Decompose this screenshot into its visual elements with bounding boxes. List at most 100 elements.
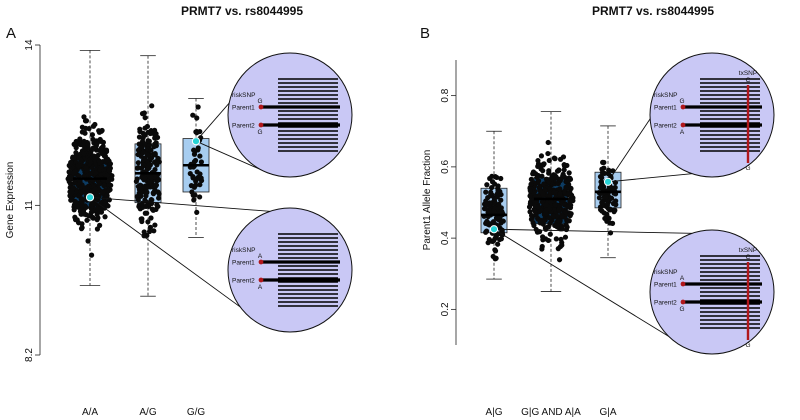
- risk-allele-bottom: A: [680, 129, 685, 136]
- data-point: [148, 147, 154, 153]
- data-point: [149, 103, 155, 109]
- data-point: [567, 213, 573, 219]
- panel-a-plot: A/A A/G G/GriskSNPGParent1Parent2GriskSNPA…: [65, 49, 353, 418]
- data-point: [191, 151, 198, 157]
- txsnp-label: txSNP: [739, 70, 757, 77]
- data-point: [528, 176, 534, 182]
- data-point: [500, 218, 506, 224]
- data-point: [78, 157, 84, 163]
- data-point: [532, 208, 538, 215]
- data-point: [78, 184, 84, 190]
- data-point: [551, 190, 557, 196]
- data-point: [67, 174, 74, 180]
- inset-connector: [607, 173, 692, 183]
- data-point: [613, 202, 619, 208]
- data-point: [566, 170, 572, 176]
- data-point: [102, 214, 108, 220]
- data-point: [80, 209, 87, 215]
- data-point: [103, 158, 109, 164]
- data-point: [147, 179, 153, 185]
- data-point: [71, 141, 77, 147]
- data-point: [73, 203, 80, 209]
- data-point: [194, 209, 200, 215]
- risk-allele-top: A: [258, 253, 263, 260]
- data-point: [498, 236, 504, 242]
- data-point: [603, 194, 609, 200]
- x-category-label: A/A: [82, 407, 98, 418]
- data-point: [559, 242, 565, 248]
- data-point: [484, 182, 490, 188]
- panel-a-y-axis: 8.2 11 14: [24, 39, 40, 362]
- data-point: [144, 210, 150, 216]
- data-point: [154, 134, 161, 141]
- x-category-label: G/G: [187, 407, 206, 418]
- data-point: [197, 153, 203, 159]
- data-point: [561, 167, 567, 173]
- data-point: [530, 169, 537, 175]
- data-point: [527, 201, 533, 207]
- data-point: [193, 182, 199, 188]
- panel-b-y-axis: 0.2 0.4 0.6 0.8: [440, 88, 456, 316]
- data-point: [608, 195, 614, 201]
- panel-a-y-axis-label: Gene Expression: [5, 162, 16, 239]
- data-point: [106, 167, 112, 173]
- data-point: [554, 168, 561, 174]
- txsnp-top-allele: C: [746, 77, 751, 84]
- data-point: [143, 203, 149, 209]
- data-point: [532, 200, 538, 206]
- data-point: [192, 192, 198, 198]
- data-point: [601, 170, 607, 176]
- y-tick-label: 11: [24, 200, 35, 211]
- data-point: [88, 252, 95, 258]
- risksnp-label: riskSNP: [232, 92, 255, 99]
- data-point: [557, 218, 563, 224]
- risk-allele-top: G: [257, 98, 262, 105]
- data-point: [539, 243, 545, 250]
- panel-a: PRMT7 vs. rs8044995 A Gene Expression 8.…: [5, 4, 353, 418]
- data-point: [99, 190, 106, 196]
- parent2-snp-marker: [258, 277, 264, 283]
- data-point: [597, 174, 604, 180]
- data-point: [561, 162, 567, 168]
- txsnp-top-allele: C: [746, 254, 751, 261]
- data-point: [552, 202, 558, 208]
- data-point: [558, 212, 565, 219]
- data-point: [155, 177, 162, 183]
- data-point: [137, 126, 143, 132]
- y-tick-label: 0.6: [440, 159, 451, 173]
- parent2-label: Parent2: [654, 300, 677, 307]
- data-point: [557, 186, 563, 192]
- data-point: [71, 207, 77, 213]
- data-point: [607, 230, 614, 236]
- data-point: [195, 174, 201, 181]
- data-point: [97, 160, 103, 166]
- data-point: [82, 145, 88, 151]
- data-point: [492, 248, 499, 254]
- data-point: [544, 224, 550, 230]
- data-point: [564, 224, 570, 230]
- data-point: [72, 217, 79, 223]
- data-point: [142, 184, 148, 190]
- risk-allele-top: A: [680, 275, 685, 282]
- data-point: [568, 192, 575, 198]
- parent2-snp-marker: [680, 122, 686, 128]
- data-point: [540, 234, 546, 240]
- data-point: [545, 150, 551, 157]
- data-point: [191, 147, 197, 153]
- txsnp-label: txSNP: [739, 247, 757, 254]
- data-point: [528, 181, 534, 187]
- data-point: [537, 187, 543, 194]
- data-point: [141, 175, 148, 181]
- data-point: [567, 176, 574, 182]
- data-point: [494, 232, 500, 238]
- data-point: [498, 175, 504, 182]
- data-point: [85, 141, 91, 147]
- data-point: [146, 228, 153, 235]
- data-point: [149, 206, 155, 212]
- data-point: [552, 156, 558, 162]
- data-point: [108, 182, 114, 188]
- data-point: [146, 161, 152, 167]
